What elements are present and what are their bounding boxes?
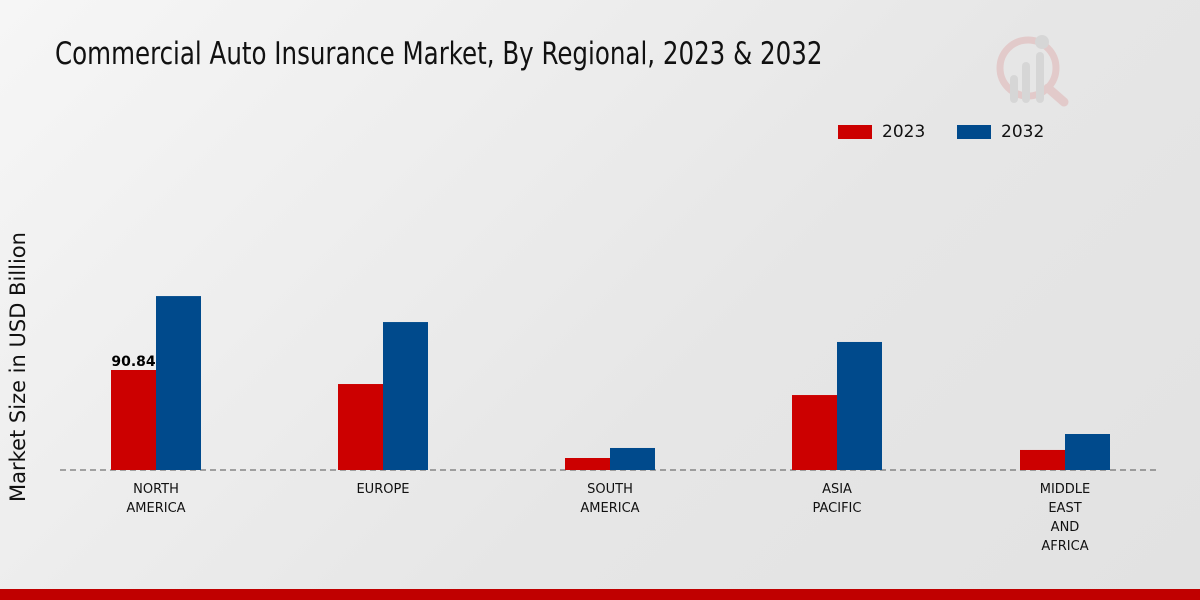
bar-2023-1 [338,384,383,470]
legend-label: 2032 [1001,122,1045,142]
x-tick-label: AND [1051,520,1080,535]
legend-item-2032: 2032 [957,122,1044,142]
x-tick-label: SOUTH [587,482,633,497]
bar-2032-0 [156,296,201,470]
legend-item-2023: 2023 [838,122,925,142]
x-tick-label: PACIFIC [813,501,862,516]
bar-2032-4 [1065,434,1110,470]
logo-icon [996,35,1069,107]
legend-label: 2023 [882,122,926,142]
x-tick-label: AFRICA [1041,539,1088,554]
x-tick-label: MIDDLE [1040,482,1091,497]
chart-title: Commercial Auto Insurance Market, By Reg… [55,36,823,72]
x-tick-label: AMERICA [126,501,185,516]
data-label: 90.84 [111,354,156,370]
bar-2023-4 [1020,449,1065,470]
bar-2032-1 [383,322,428,470]
footer-bar [0,589,1200,600]
x-tick-label: ASIA [822,482,852,497]
bar-2023-2 [565,458,610,470]
legend-swatch-2032 [957,125,991,139]
x-tick-label: EAST [1048,501,1081,516]
x-tick-label: NORTH [133,482,179,497]
x-tick-label: AMERICA [580,501,639,516]
x-tick-label: EUROPE [356,482,409,497]
bar-2023-3 [792,395,837,470]
legend-swatch-2023 [838,125,872,139]
bar-2032-2 [610,447,655,470]
bar-2023-0 [111,370,156,470]
bar-2032-3 [837,341,882,470]
